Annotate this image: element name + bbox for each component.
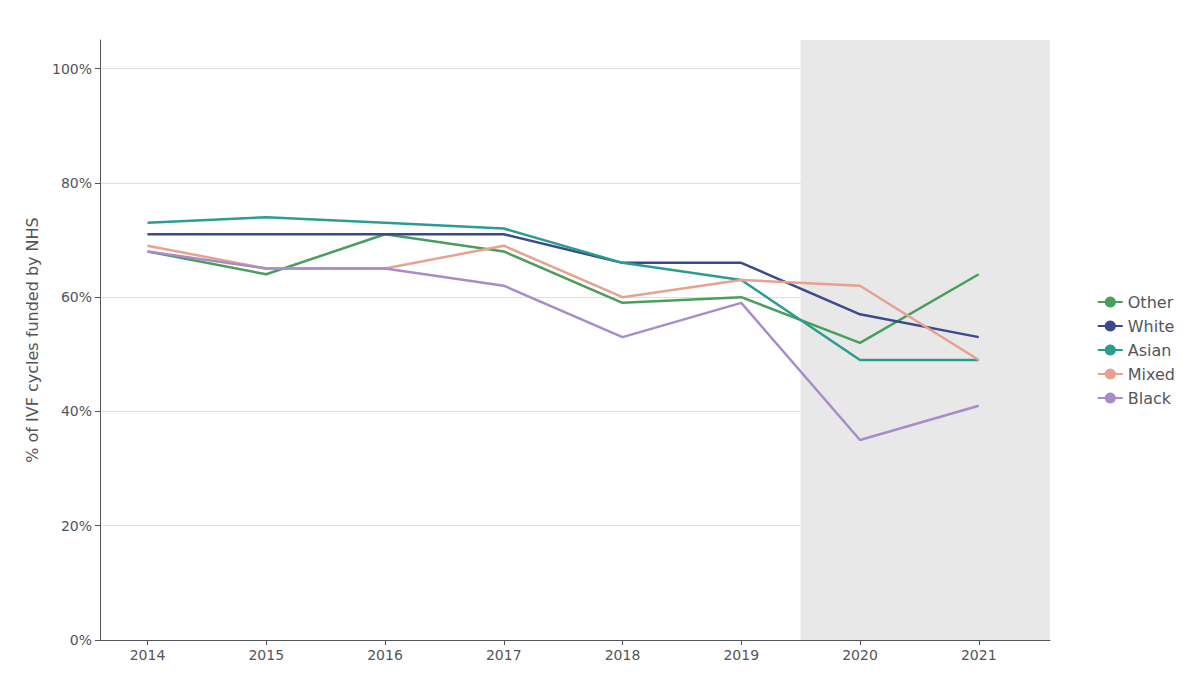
svg-text:40%: 40%: [61, 403, 92, 419]
svg-text:100%: 100%: [52, 61, 92, 77]
svg-text:Black: Black: [1128, 389, 1172, 408]
svg-text:Other: Other: [1128, 293, 1174, 312]
svg-text:Mixed: Mixed: [1128, 365, 1175, 384]
svg-text:2018: 2018: [605, 647, 641, 663]
svg-text:% of IVF cycles funded by NHS: % of IVF cycles funded by NHS: [23, 217, 42, 463]
svg-text:2019: 2019: [723, 647, 759, 663]
svg-text:2021: 2021: [961, 647, 997, 663]
svg-text:2014: 2014: [130, 647, 166, 663]
svg-text:0%: 0%: [70, 632, 92, 648]
svg-text:60%: 60%: [61, 289, 92, 305]
svg-text:2016: 2016: [367, 647, 403, 663]
svg-text:80%: 80%: [61, 175, 92, 191]
svg-text:2020: 2020: [842, 647, 878, 663]
svg-text:Asian: Asian: [1128, 341, 1172, 360]
svg-text:20%: 20%: [61, 518, 92, 534]
svg-text:2015: 2015: [248, 647, 284, 663]
svg-text:2017: 2017: [486, 647, 522, 663]
svg-text:White: White: [1128, 317, 1175, 336]
